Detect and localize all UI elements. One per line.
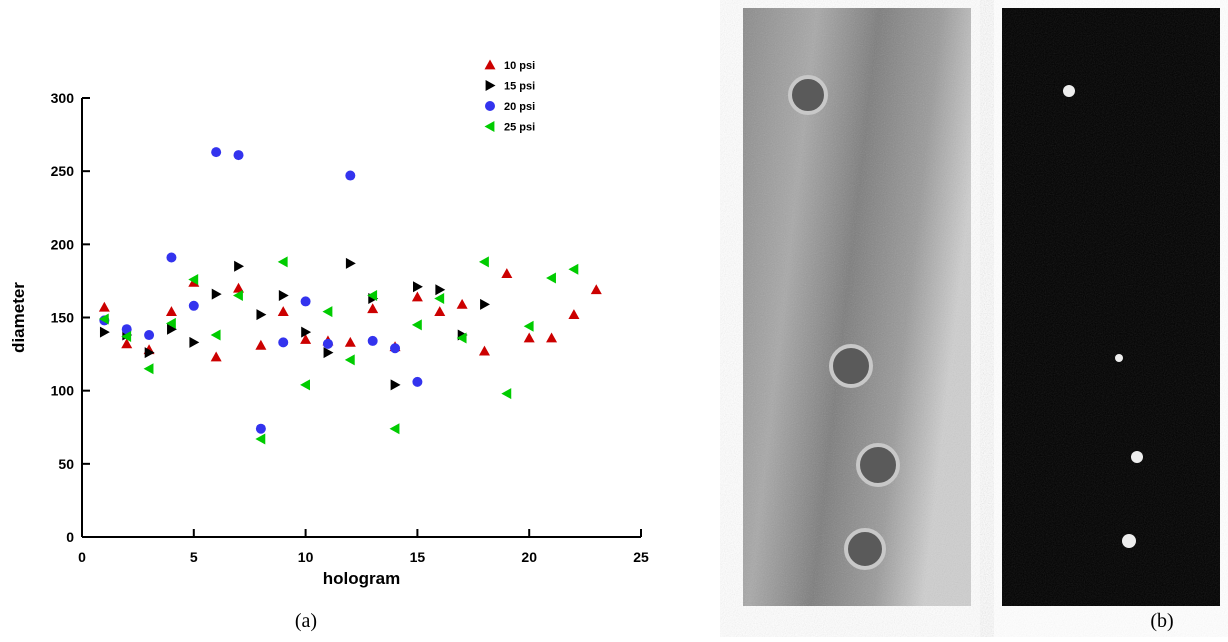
point	[234, 260, 245, 272]
point	[167, 323, 177, 335]
point	[345, 257, 356, 269]
point	[390, 343, 401, 354]
legend-marker	[485, 80, 496, 91]
point	[434, 292, 445, 304]
point	[411, 291, 423, 302]
point	[322, 338, 333, 349]
point	[413, 281, 423, 293]
point	[121, 338, 133, 349]
legend-label: 20 psi	[504, 101, 535, 113]
point	[255, 423, 266, 434]
point	[121, 331, 132, 343]
point	[211, 147, 222, 158]
point	[435, 284, 446, 296]
point	[98, 301, 110, 312]
point	[255, 339, 267, 350]
point	[345, 170, 356, 181]
x-tick-label: 5	[190, 549, 198, 565]
point	[546, 272, 556, 284]
caption: (b)	[1150, 610, 1173, 632]
legend-label: 15 psi	[504, 81, 535, 93]
point	[301, 326, 312, 338]
y-tick-label: 50	[58, 456, 74, 472]
point	[480, 298, 490, 310]
point	[478, 345, 490, 356]
y-tick-label: 100	[51, 383, 75, 399]
point	[165, 317, 176, 329]
y-tick-label: 150	[51, 310, 75, 326]
point	[98, 313, 109, 325]
point	[568, 263, 579, 275]
reconstruction-image	[1002, 8, 1220, 606]
point	[389, 423, 400, 435]
point	[590, 284, 602, 295]
point	[434, 306, 446, 317]
point	[256, 309, 267, 321]
legend-marker	[484, 121, 495, 132]
x-tick-label: 15	[410, 549, 426, 565]
point	[211, 288, 222, 300]
point	[121, 324, 132, 335]
point	[255, 433, 266, 445]
point	[210, 329, 221, 341]
point	[546, 332, 558, 343]
point	[278, 290, 289, 302]
point	[233, 290, 243, 302]
point	[456, 332, 467, 344]
point	[411, 319, 422, 331]
point	[277, 306, 289, 317]
y-tick-label: 200	[51, 236, 75, 252]
point	[456, 298, 468, 309]
point	[344, 336, 356, 347]
point	[523, 320, 534, 332]
legend-label: 25 psi	[504, 122, 535, 134]
point	[99, 326, 110, 338]
caption: (a)	[295, 610, 317, 632]
point	[390, 379, 401, 391]
point	[478, 256, 489, 268]
point	[188, 300, 199, 311]
y-tick-label: 0	[66, 529, 74, 545]
y-tick-label: 300	[51, 90, 75, 106]
x-tick-label: 20	[521, 549, 537, 565]
point	[144, 330, 155, 341]
legend-marker	[485, 101, 495, 111]
point	[367, 335, 378, 346]
point	[322, 306, 333, 318]
y-axis-title: diameter	[9, 282, 28, 353]
point	[233, 282, 245, 293]
point	[210, 351, 222, 362]
point	[523, 332, 535, 343]
legend-label: 10 psi	[504, 60, 535, 72]
x-tick-label: 0	[78, 549, 86, 565]
point	[568, 309, 580, 319]
point	[367, 290, 378, 302]
point	[188, 273, 199, 285]
point	[144, 347, 155, 359]
point	[323, 347, 334, 359]
point	[344, 354, 355, 366]
point	[233, 150, 244, 161]
point	[300, 333, 312, 344]
point	[501, 388, 512, 400]
hologram-image	[743, 8, 971, 606]
legend-marker	[484, 59, 496, 70]
point	[501, 268, 513, 278]
x-axis-title: hologram	[323, 569, 400, 588]
y-tick-label: 250	[51, 163, 75, 179]
x-tick-label: 25	[633, 549, 649, 565]
point	[189, 336, 200, 348]
point	[300, 296, 311, 307]
point	[412, 376, 423, 387]
point	[367, 303, 379, 314]
point	[277, 256, 288, 268]
point	[165, 306, 177, 317]
point	[143, 363, 154, 375]
point	[300, 379, 310, 391]
x-tick-label: 10	[298, 549, 314, 565]
point	[278, 337, 289, 348]
point	[166, 252, 177, 263]
